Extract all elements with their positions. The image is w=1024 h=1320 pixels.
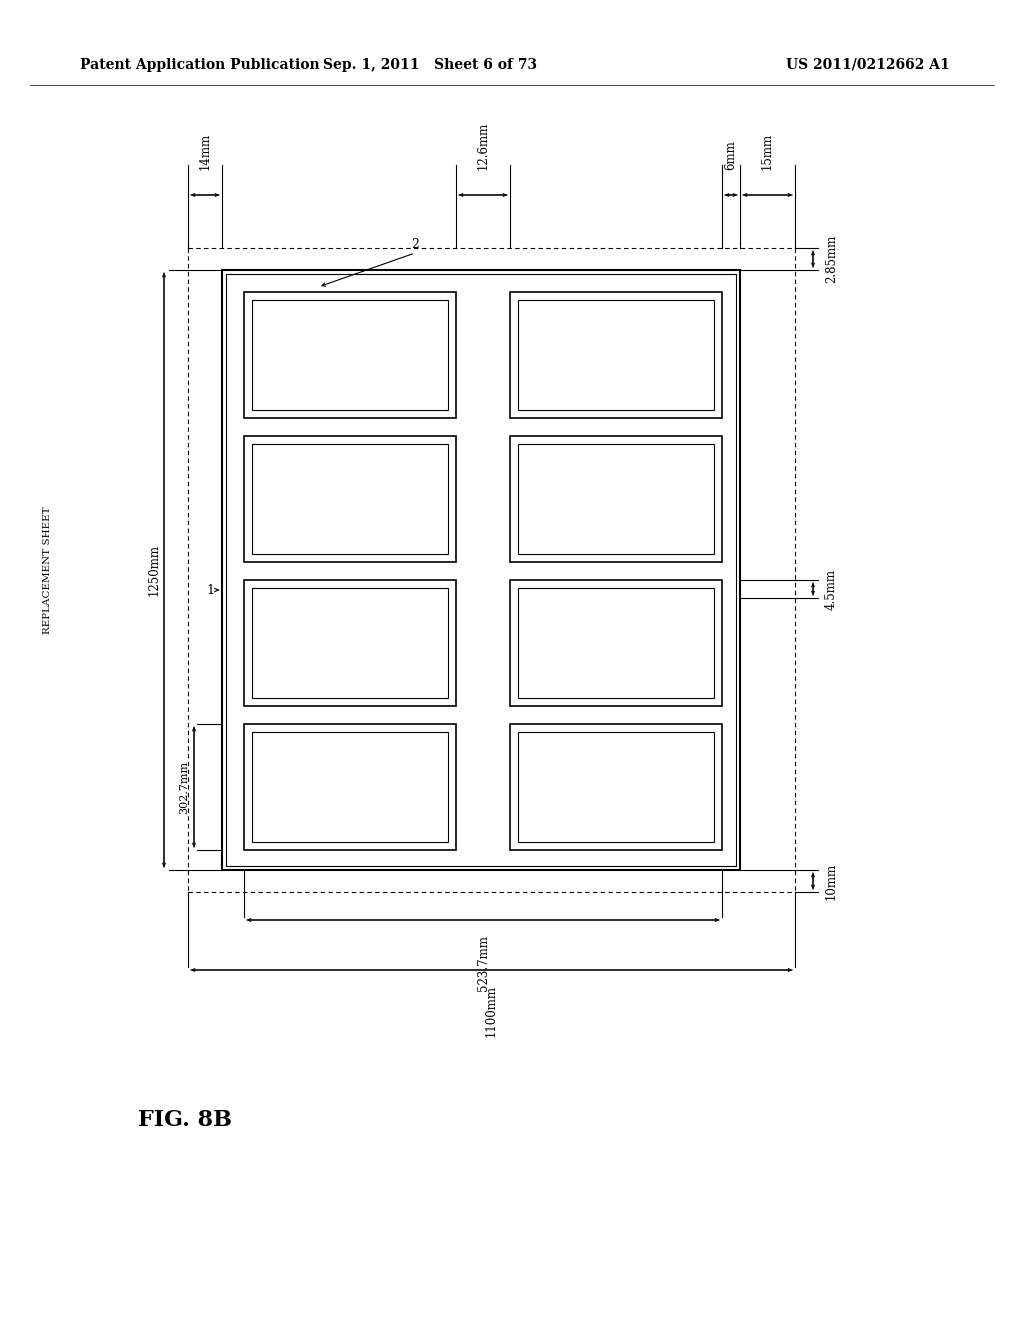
Text: US 2011/0212662 A1: US 2011/0212662 A1 [786,58,950,73]
Text: 2: 2 [411,238,419,251]
Bar [244,436,456,562]
Bar [252,733,449,842]
Bar [244,723,456,850]
Text: 2.85mm: 2.85mm [825,235,838,282]
Bar [222,271,740,870]
Text: 4.5mm: 4.5mm [825,569,838,610]
Bar [518,587,714,698]
Text: REPLACEMENT SHEET: REPLACEMENT SHEET [43,506,52,634]
Text: FIG. 8B: FIG. 8B [138,1109,232,1131]
Text: 1100mm: 1100mm [485,985,498,1038]
Text: 6mm: 6mm [725,140,737,170]
Bar [244,292,456,418]
Text: 15mm: 15mm [761,133,774,170]
Text: 14mm: 14mm [199,133,212,170]
Bar [510,579,722,706]
Bar [518,444,714,554]
Text: Patent Application Publication: Patent Application Publication [80,58,319,73]
Bar [518,733,714,842]
Text: 12.6mm: 12.6mm [476,121,489,170]
Bar [252,587,449,698]
Text: 10mm: 10mm [825,862,838,899]
Bar [226,275,736,866]
Text: 1: 1 [206,583,214,597]
Text: 302.7mm: 302.7mm [179,760,189,813]
Text: 523.7mm: 523.7mm [476,935,489,991]
Bar [518,300,714,411]
Bar [510,436,722,562]
Bar [252,300,449,411]
Bar [252,444,449,554]
Text: 1250mm: 1250mm [147,544,161,597]
Bar [244,579,456,706]
Bar [510,723,722,850]
Text: Sep. 1, 2011   Sheet 6 of 73: Sep. 1, 2011 Sheet 6 of 73 [323,58,537,73]
Bar [510,292,722,418]
